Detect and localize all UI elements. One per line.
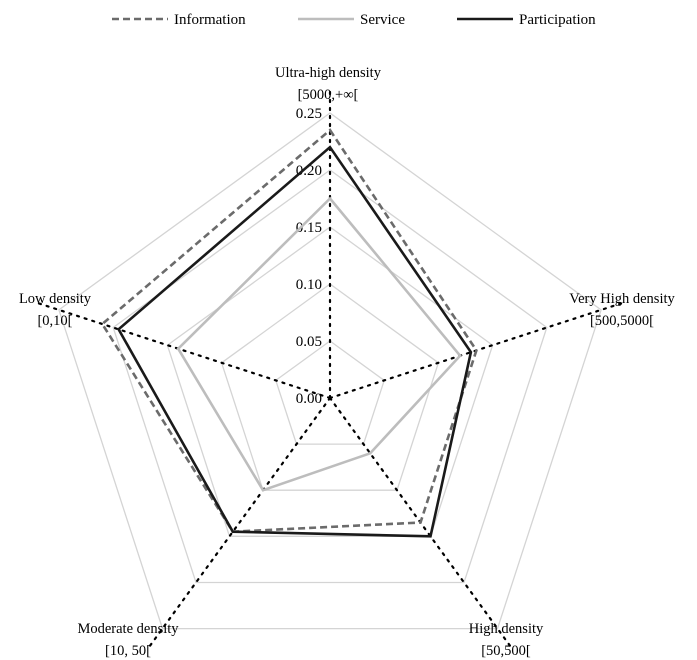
tick-label: 0.20 bbox=[296, 163, 322, 179]
axis-label-range: [0,10[ bbox=[37, 313, 72, 329]
series-service bbox=[176, 196, 462, 492]
tick-label: 0.10 bbox=[296, 277, 322, 293]
axis-label: Low density bbox=[19, 291, 92, 307]
axis-label-range: [10, 50[ bbox=[105, 643, 151, 659]
grid-ring bbox=[112, 169, 548, 584]
grid-ring bbox=[58, 112, 602, 630]
axis-label: Very High density bbox=[569, 291, 675, 307]
axis-spoke bbox=[147, 396, 332, 649]
legend-label: Participation bbox=[519, 12, 596, 28]
axis-labels: Ultra-high density [5000,+∞[ Very High den… bbox=[19, 65, 676, 659]
axis-label-range: [5000,+∞[ bbox=[298, 87, 359, 103]
legend: Information Service Participation bbox=[112, 12, 596, 28]
legend-label: Information bbox=[174, 12, 246, 28]
tick-label: 0.05 bbox=[296, 334, 322, 350]
axis-label: Ultra-high density bbox=[275, 65, 382, 81]
grid-ring bbox=[220, 283, 440, 491]
data-series bbox=[100, 128, 478, 538]
axis-label: Moderate density bbox=[77, 621, 179, 637]
axis-label: High density bbox=[469, 621, 544, 637]
grid-ring bbox=[166, 226, 494, 537]
tick-label: 0.00 bbox=[296, 391, 322, 407]
axis-label-range: [50,500[ bbox=[481, 643, 531, 659]
axis-label-range: [500,5000[ bbox=[590, 313, 654, 329]
tick-label: 0.25 bbox=[296, 106, 322, 122]
radar-spokes bbox=[36, 89, 624, 649]
tick-labels: 0.00 0.05 0.10 0.15 0.20 0.25 bbox=[296, 106, 322, 407]
series-participation bbox=[116, 145, 473, 538]
grid-ring bbox=[275, 340, 385, 445]
legend-label: Service bbox=[360, 12, 405, 28]
tick-label: 0.15 bbox=[296, 220, 322, 236]
axis-spoke bbox=[36, 301, 332, 400]
series-information bbox=[100, 128, 478, 534]
